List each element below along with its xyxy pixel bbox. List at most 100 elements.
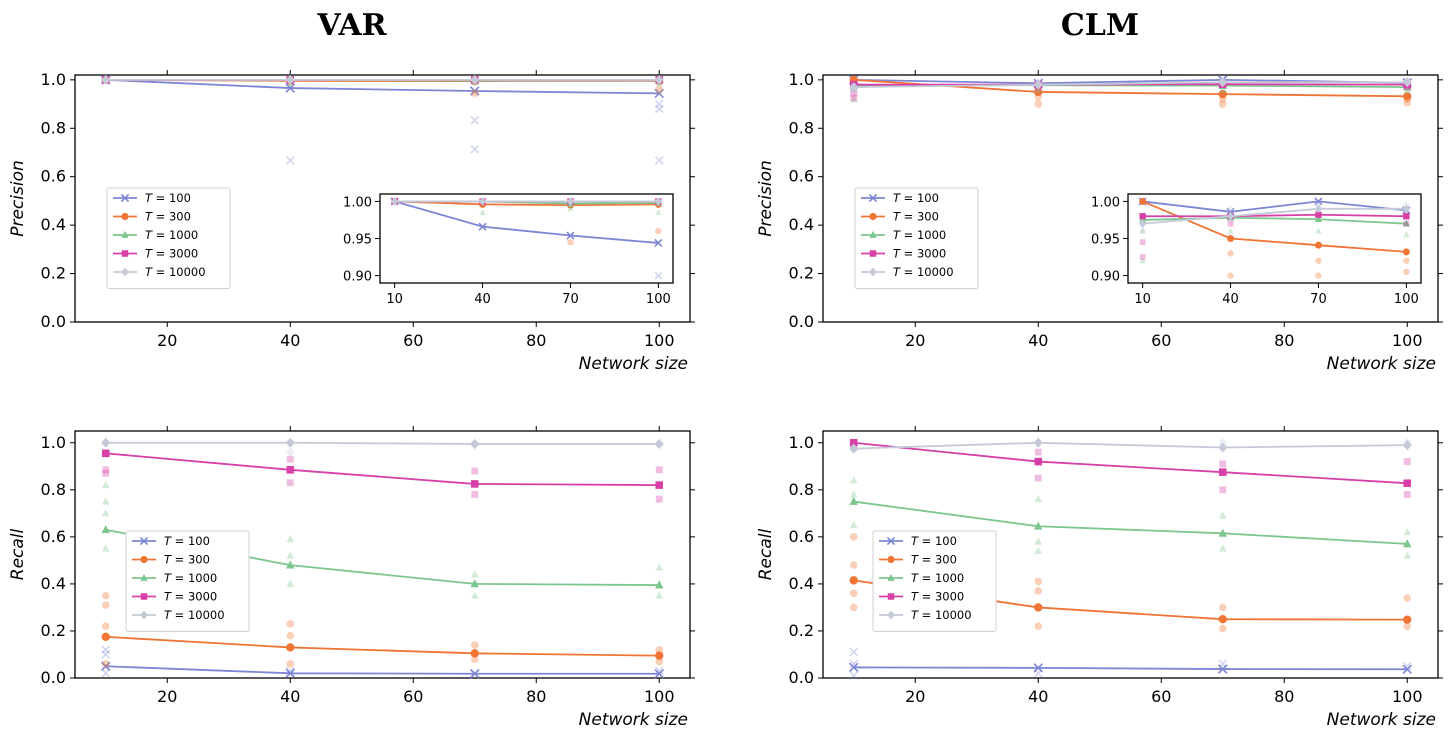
scatter-point [849,671,859,681]
scatter-point [285,156,295,165]
data-point [849,443,859,454]
scatter-point [1139,227,1146,234]
scatter-point [470,115,480,125]
data-point [470,480,479,488]
scatter-point [1218,511,1227,519]
data-point [849,496,858,505]
legend-label: T = 10000 [911,608,972,622]
scatter-point [1034,622,1043,631]
scatter-point [1403,220,1410,227]
scatter-point [101,601,110,609]
x-tick-label: 20 [905,331,925,350]
scatter-point [101,660,110,668]
scatter-point [655,591,664,599]
x-tick-label: 100 [1392,331,1423,350]
y-tick-label: 0.6 [789,527,814,546]
data-point [1402,664,1413,675]
scatter-point [101,591,110,600]
scatter-point [102,469,110,477]
scatter-point [286,660,295,668]
scatter-point [286,534,295,543]
data-point [655,481,664,489]
data-point [101,437,111,448]
scatter-point [102,466,110,474]
data-point [1218,77,1228,88]
y-axis-label: Precision [8,160,28,237]
legend-label: T = 3000 [893,247,946,261]
data-point [1033,437,1043,448]
scatter-point [849,490,858,498]
scatter-point [1227,220,1234,227]
x-tick-label: 80 [1274,687,1294,706]
legend-marker [121,230,129,238]
x-tick-label: 10 [386,292,403,307]
scatter-point [655,645,664,654]
legend-marker [120,193,130,203]
y-tick-label: 0.90 [1091,270,1120,285]
legend-marker [887,593,895,600]
legend-marker [869,230,877,238]
legend-marker [869,267,877,277]
scatter-point [470,655,479,663]
legend-marker [140,610,148,620]
scatter-point [1315,227,1322,234]
scatter-point [470,89,479,97]
panel-var-precision: VAR 20 40 60 80 100 0.0 0.2 0.4 0.6 0.8 1.0 Precisio… [8,8,695,374]
scatter-point [849,561,858,569]
data-point [654,438,664,449]
data-point [1034,87,1043,97]
y-tick-label: 1.00 [1091,195,1120,210]
y-tick-label: 0.8 [41,118,66,137]
y-tick-label: 0.95 [343,233,372,248]
data-point [654,669,665,679]
scatter-point [471,491,479,498]
legend-label: T = 3000 [164,590,217,604]
legend-label: T = 10000 [145,265,206,279]
x-axis-label: Network size [579,710,688,730]
series-line [853,500,1408,545]
scatter-point [655,466,663,474]
legend-label: T = 300 [911,553,957,567]
data-point [1314,215,1322,223]
x-tick-label: 20 [157,687,177,706]
data-point [1218,528,1227,537]
series-line [853,81,1408,89]
scatter-point [654,156,664,165]
scatter-point [1403,551,1412,559]
series-line [105,78,660,95]
data-point [1315,211,1322,218]
scatter-point [849,647,859,657]
scatter-point [1218,100,1227,108]
data-point [286,466,295,474]
series-10000 [101,74,664,85]
scatter-point [286,447,295,457]
series-line [105,665,660,675]
axes-frame [822,74,1439,323]
legend-marker [140,593,148,600]
data-point [655,651,664,660]
y-tick-label: 0.6 [41,527,66,546]
x-tick-label: 70 [562,292,579,307]
y-axis-label: Recall [8,528,28,580]
scatter-point [1403,622,1412,631]
data-point [1402,440,1412,451]
scatter-point [286,631,295,640]
series-100 [848,647,1413,681]
legend-marker [886,536,896,546]
x-tick-label: 40 [474,292,491,307]
axes-frame [74,74,691,323]
data-point [1314,204,1323,214]
y-axis-label: Recall [756,528,776,580]
series-10000 [849,76,1412,95]
scatter-point [849,659,859,669]
legend-label: T = 3000 [911,590,964,604]
series-line [853,78,1408,85]
y-tick-label: 0.2 [789,264,814,283]
legend-marker [140,555,148,564]
panel-title: VAR [316,8,387,43]
legend-label: T = 1000 [164,571,217,585]
y-tick-label: 0.6 [789,167,814,186]
scatter-point [654,99,664,109]
scatter-point [1218,544,1227,552]
y-tick-label: 0.90 [343,270,372,285]
